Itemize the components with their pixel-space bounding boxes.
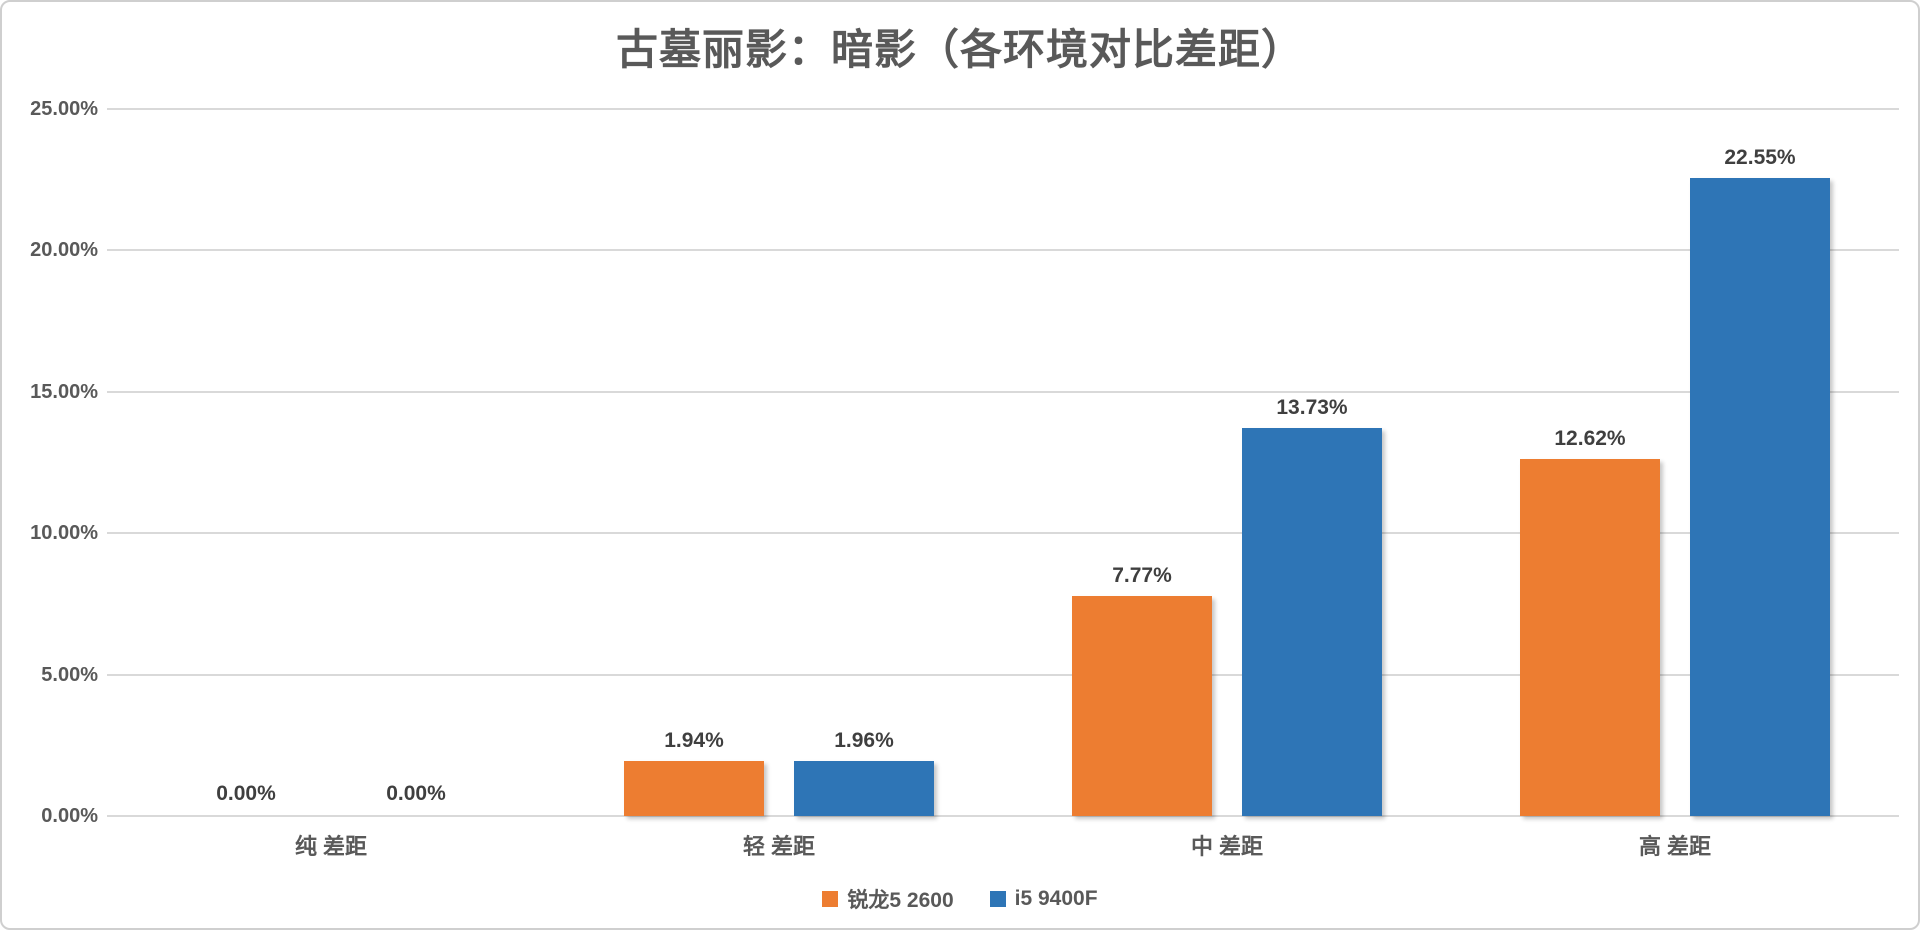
gridline [107, 532, 1899, 535]
legend: 锐龙5 2600 i5 9400F [2, 884, 1918, 914]
legend-swatch-icon [989, 891, 1006, 907]
legend-label: i5 9400F [1014, 887, 1098, 910]
y-axis-tick-label: 15.00% [30, 380, 98, 403]
x-axis-category-label: 中 差距 [1190, 834, 1264, 859]
chart-title: 古墓丽影：暗影（各环境对比差距） [615, 26, 1304, 73]
x-axis-category-label: 轻 差距 [742, 834, 816, 859]
gridline [107, 249, 1899, 252]
bar [794, 760, 934, 816]
x-axis-category-label: 高 差距 [1638, 834, 1712, 859]
y-axis-tick-label: 5.00% [41, 663, 98, 686]
bar-value-label: 7.77% [1112, 564, 1172, 588]
bar [1242, 427, 1382, 816]
bar [1690, 178, 1830, 816]
bar-value-label: 1.96% [834, 728, 894, 752]
bar-value-label: 12.62% [1554, 427, 1626, 451]
legend-label: 锐龙5 2600 [847, 889, 954, 912]
x-axis-category-label: 纯 差距 [294, 834, 368, 859]
bar-value-label: 1.94% [664, 729, 724, 753]
gridline [107, 390, 1899, 393]
y-axis-tick-label: 10.00% [30, 522, 98, 545]
y-axis-tick-label: 0.00% [41, 805, 98, 827]
bar-value-label: 13.73% [1276, 395, 1348, 419]
bar [1072, 596, 1212, 816]
gridline [107, 673, 1899, 676]
legend-item: i5 9400F [989, 887, 1098, 911]
legend-item: 锐龙5 2600 [822, 884, 954, 914]
bar-value-label: 22.55% [1724, 146, 1796, 170]
bar [1520, 459, 1660, 816]
bar [624, 761, 764, 816]
legend-swatch-icon [822, 891, 839, 907]
gridline [107, 815, 1899, 817]
bar-value-label: 0.00% [386, 782, 446, 805]
y-axis-tick-label: 25.00% [30, 98, 98, 120]
y-axis-tick-label: 20.00% [30, 239, 98, 262]
gridline [107, 108, 1899, 110]
bar-value-label: 0.00% [216, 782, 276, 805]
